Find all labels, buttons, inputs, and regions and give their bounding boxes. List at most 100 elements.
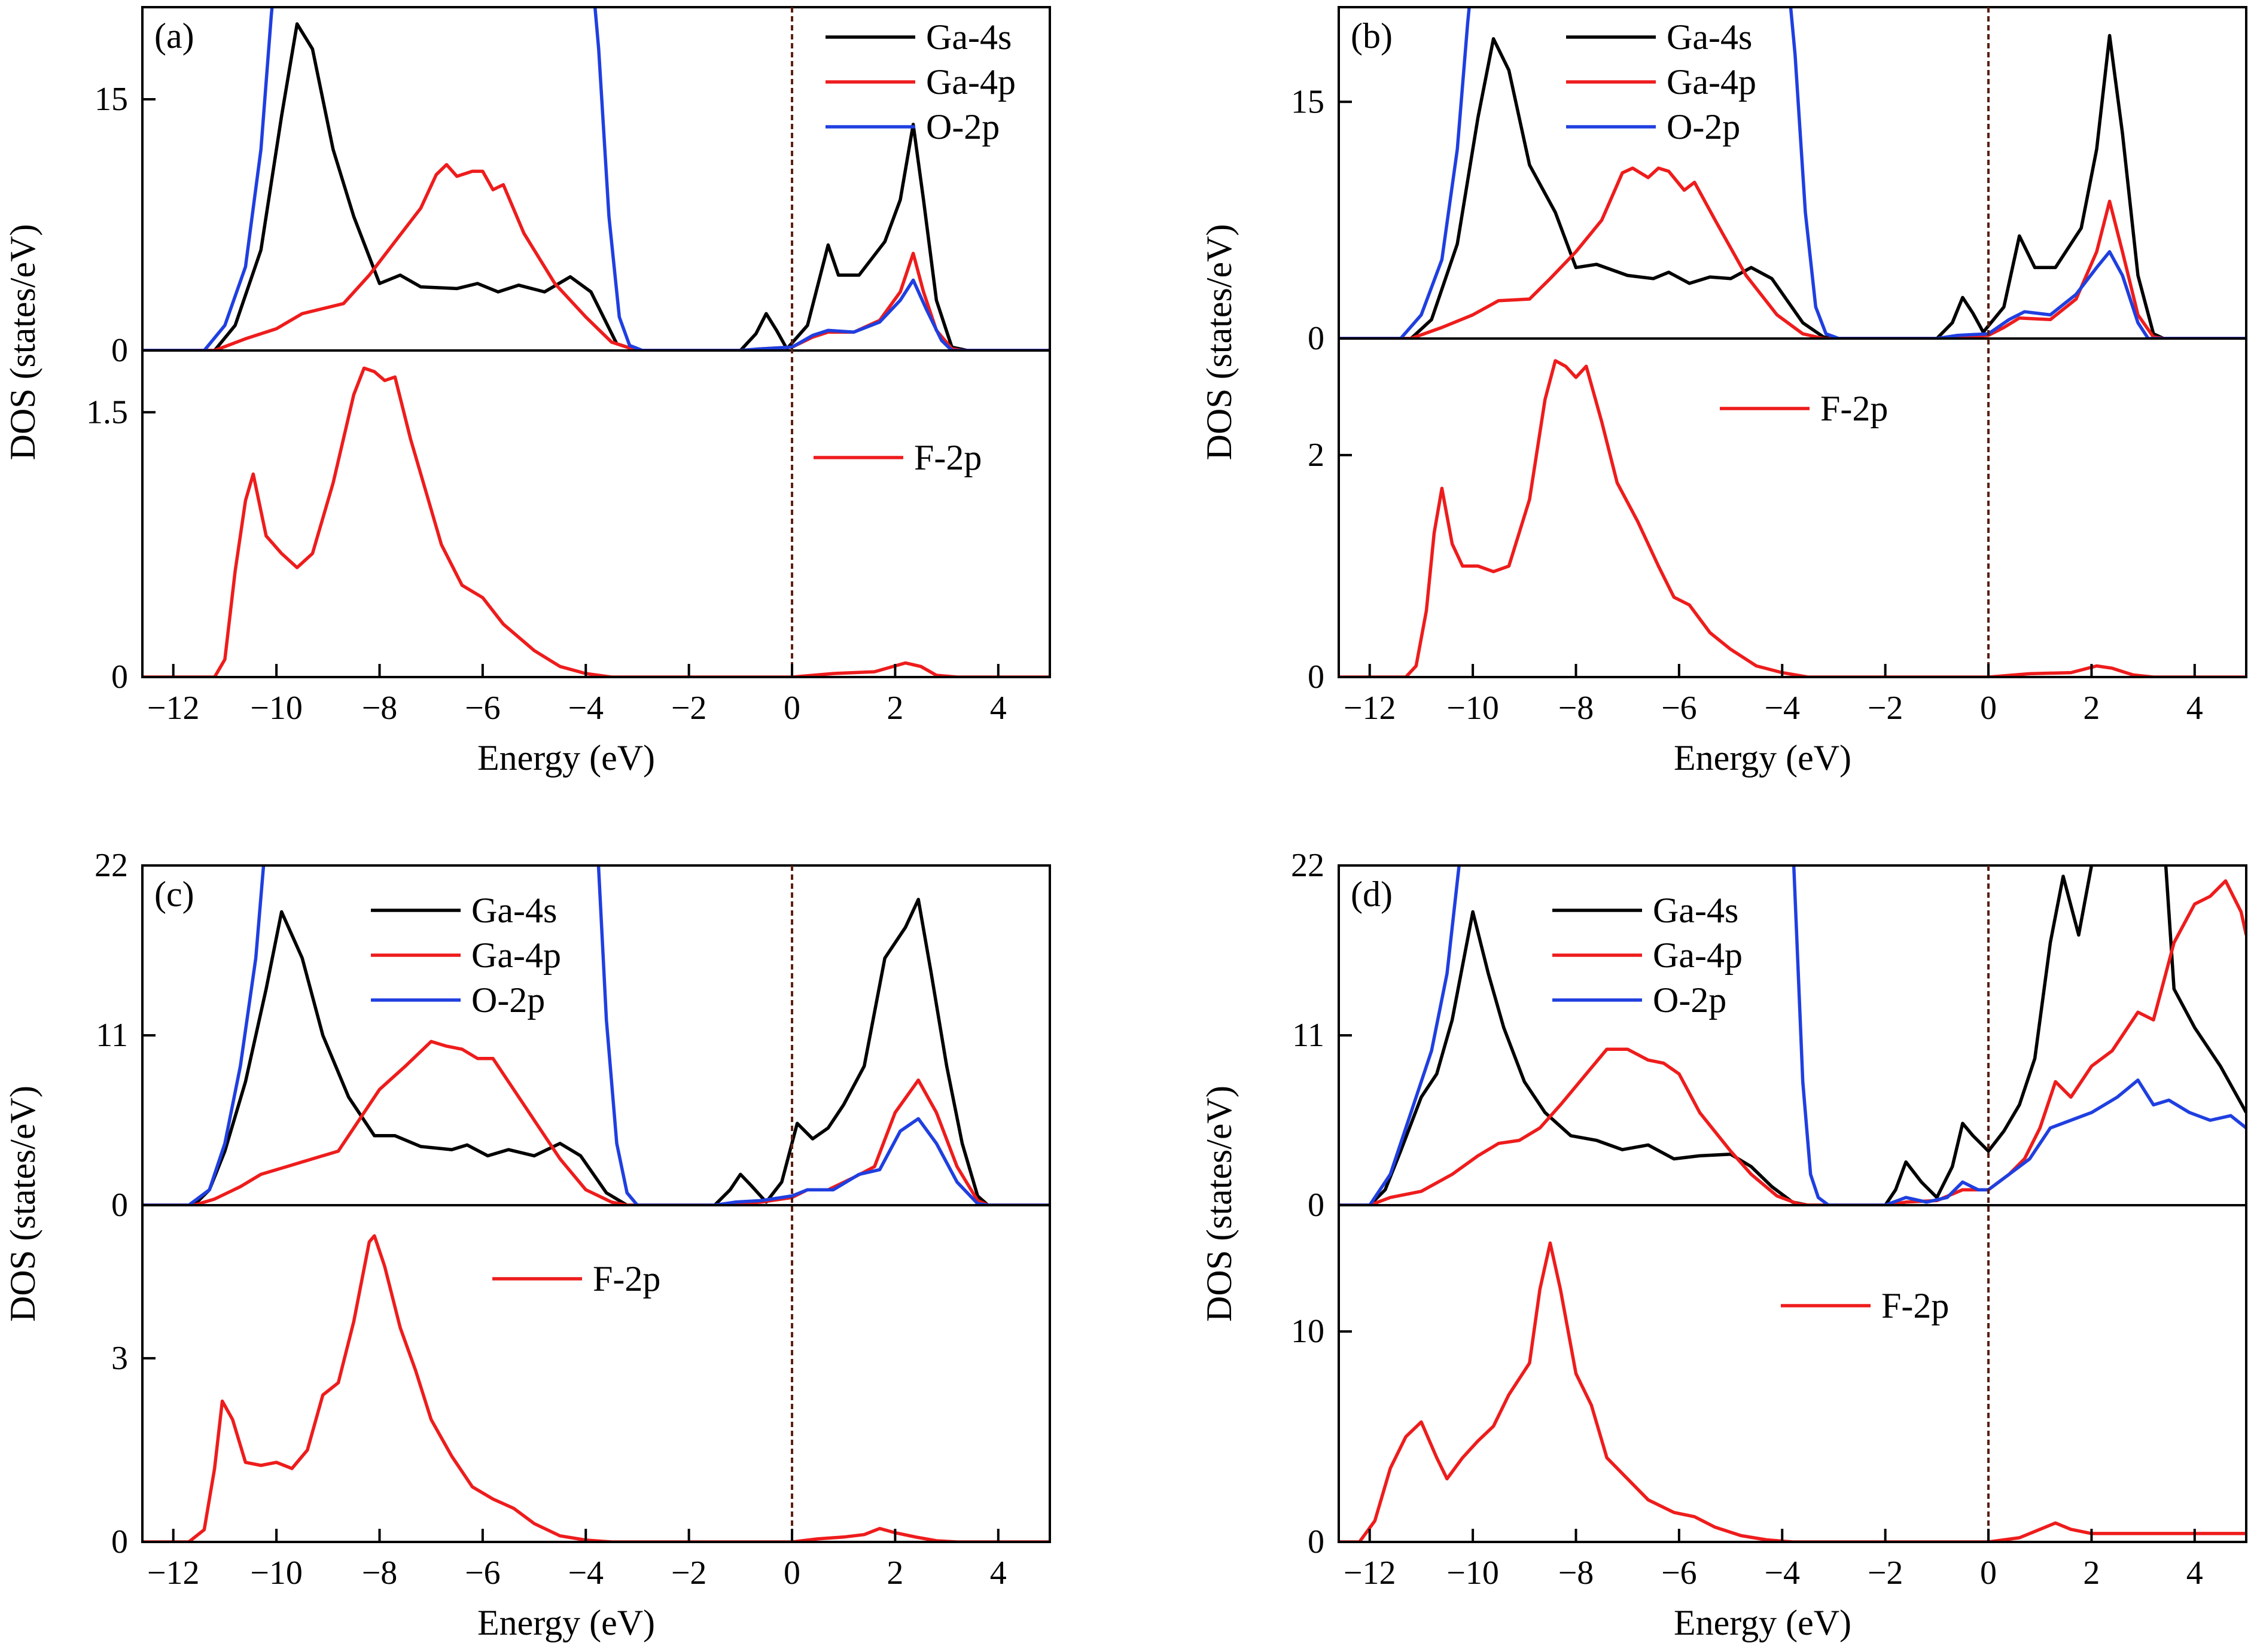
panel-label: (a)	[154, 16, 194, 56]
xtick-label: 4	[2186, 1555, 2203, 1592]
top-series-group	[142, 7, 1050, 350]
bottom-series-group	[142, 1234, 1050, 1542]
top-ytick-label: 22	[95, 847, 128, 884]
top-series-group	[1339, 7, 2246, 339]
plot-frame	[1338, 864, 2247, 1543]
xtick-label: −10	[250, 1555, 303, 1592]
legend-label: Ga-4s	[1667, 17, 1752, 57]
xtick-label: 2	[887, 1555, 903, 1592]
legend-label: O-2p	[1653, 980, 1726, 1020]
xtick-label: −2	[1868, 1555, 1903, 1592]
bottom-series-group	[1339, 1241, 2246, 1542]
xtick-label: 0	[1980, 690, 1997, 727]
xtick-label: −10	[1446, 690, 1499, 727]
series-ga-4p	[1339, 879, 2246, 1205]
xtick-label: −4	[1764, 690, 1800, 727]
xtick-label: 4	[990, 1555, 1007, 1592]
series-o-2p	[1339, 865, 2246, 1205]
bottom-series-group	[1339, 359, 2246, 677]
y-axis-label: DOS (states/eV)	[3, 1086, 42, 1322]
legend-label: Ga-4p	[1667, 62, 1756, 102]
top-ytick-label: 11	[96, 1017, 128, 1054]
bottom-ytick-label: 0	[111, 1523, 128, 1560]
xtick-label: −2	[671, 1555, 707, 1592]
top-ytick-label: 15	[95, 81, 128, 118]
legend-label: F-2p	[593, 1259, 660, 1299]
x-axis-label: Energy (eV)	[477, 1603, 655, 1642]
series-f-2p	[142, 366, 1050, 677]
legend-label: F-2p	[914, 438, 982, 477]
top-ytick-label: 0	[111, 1187, 128, 1224]
x-axis-label: Energy (eV)	[477, 738, 655, 778]
bottom-series-group	[142, 366, 1050, 677]
xtick-label: −2	[1868, 690, 1903, 727]
panel-a: 0 15 0 1.5 −12 −10 −8 −6 −4 −2 0 2 4 Energy (eV) DOS (…	[3, 6, 1051, 778]
series-ga-4p	[1339, 166, 2246, 339]
xtick-label: 2	[2083, 690, 2100, 727]
xtick-label: 0	[784, 690, 800, 727]
legend-label: Ga-4p	[1653, 935, 1743, 975]
legend-label: Ga-4s	[926, 17, 1012, 57]
bottom-ytick-label: 0	[1308, 1523, 1324, 1560]
top-ytick-label: 15	[1291, 83, 1324, 120]
panel-label: (c)	[154, 874, 194, 914]
legend-label: O-2p	[1667, 107, 1740, 147]
bottom-ytick-label: 2	[1308, 437, 1324, 474]
series-f-2p	[1339, 1241, 2246, 1542]
bottom-ytick-label: 10	[1291, 1313, 1324, 1350]
panel-d: 0 11 22 0 10 −12 −10 −8 −6 −4 −2 0 2 4 Energy (eV) DOS …	[1199, 847, 2247, 1642]
xtick-label: 0	[1980, 1555, 1997, 1592]
plot-frame	[1338, 6, 2247, 678]
xtick-label: −10	[250, 690, 303, 727]
xtick-label: −4	[568, 1555, 604, 1592]
x-axis-label: Energy (eV)	[1674, 738, 1851, 778]
plot-frame	[141, 6, 1051, 678]
xtick-label: −2	[671, 690, 707, 727]
plot-frame	[141, 864, 1051, 1543]
legend-label: O-2p	[926, 107, 1000, 147]
xtick-label: −8	[362, 1555, 398, 1592]
top-ytick-label: 11	[1292, 1017, 1324, 1054]
bottom-ytick-label: 0	[111, 659, 128, 696]
top-ytick-label: 0	[1308, 320, 1324, 357]
series-ga-4s	[142, 22, 1050, 350]
series-ga-4s	[1339, 33, 2246, 339]
xtick-label: −6	[1661, 690, 1697, 727]
legend-label: F-2p	[1881, 1286, 1949, 1325]
xtick-label: −12	[147, 1555, 200, 1592]
y-axis-label: DOS (states/eV)	[1199, 1086, 1239, 1322]
top-series-group	[142, 865, 1050, 1205]
xtick-label: −6	[465, 1555, 501, 1592]
y-axis-label: DOS (states/eV)	[1199, 224, 1239, 461]
panel-c: 0 11 22 0 3 −12 −10 −8 −6 −4 −2 0 2 4 Energy (eV) DOS (…	[3, 847, 1051, 1642]
bottom-ytick-label: 1.5	[86, 394, 128, 431]
xtick-label: 2	[887, 690, 903, 727]
xtick-label: 0	[784, 1555, 800, 1592]
xtick-label: −4	[1764, 1555, 1800, 1592]
xtick-label: −6	[465, 690, 501, 727]
series-f-2p	[142, 1234, 1050, 1542]
xtick-label: 2	[2083, 1555, 2100, 1592]
xtick-label: −8	[1558, 690, 1594, 727]
y-axis-label: DOS (states/eV)	[3, 224, 42, 461]
xtick-label: −8	[1558, 1555, 1594, 1592]
x-axis-label: Energy (eV)	[1674, 1603, 1851, 1642]
top-ytick-label: 0	[111, 332, 128, 369]
series-ga-4p	[142, 1040, 1050, 1205]
legend-label: Ga-4s	[471, 891, 557, 930]
panel-b: 0 15 0 2 −12 −10 −8 −6 −4 −2 0 2 4 Energy (eV) DOS (st…	[1199, 6, 2247, 778]
xtick-label: −12	[147, 690, 200, 727]
xtick-label: −12	[1344, 1555, 1396, 1592]
top-ytick-label: 22	[1291, 847, 1324, 884]
xtick-label: 4	[2186, 690, 2203, 727]
xtick-label: −4	[568, 690, 604, 727]
series-o-2p	[142, 7, 1050, 350]
xtick-label: −12	[1344, 690, 1396, 727]
top-series-group	[1339, 865, 2246, 1205]
top-ytick-label: 0	[1308, 1187, 1324, 1224]
xtick-label: 4	[990, 690, 1007, 727]
series-o-2p	[1339, 7, 2246, 339]
panel-label: (d)	[1351, 874, 1393, 914]
legend-label: F-2p	[1820, 389, 1888, 428]
